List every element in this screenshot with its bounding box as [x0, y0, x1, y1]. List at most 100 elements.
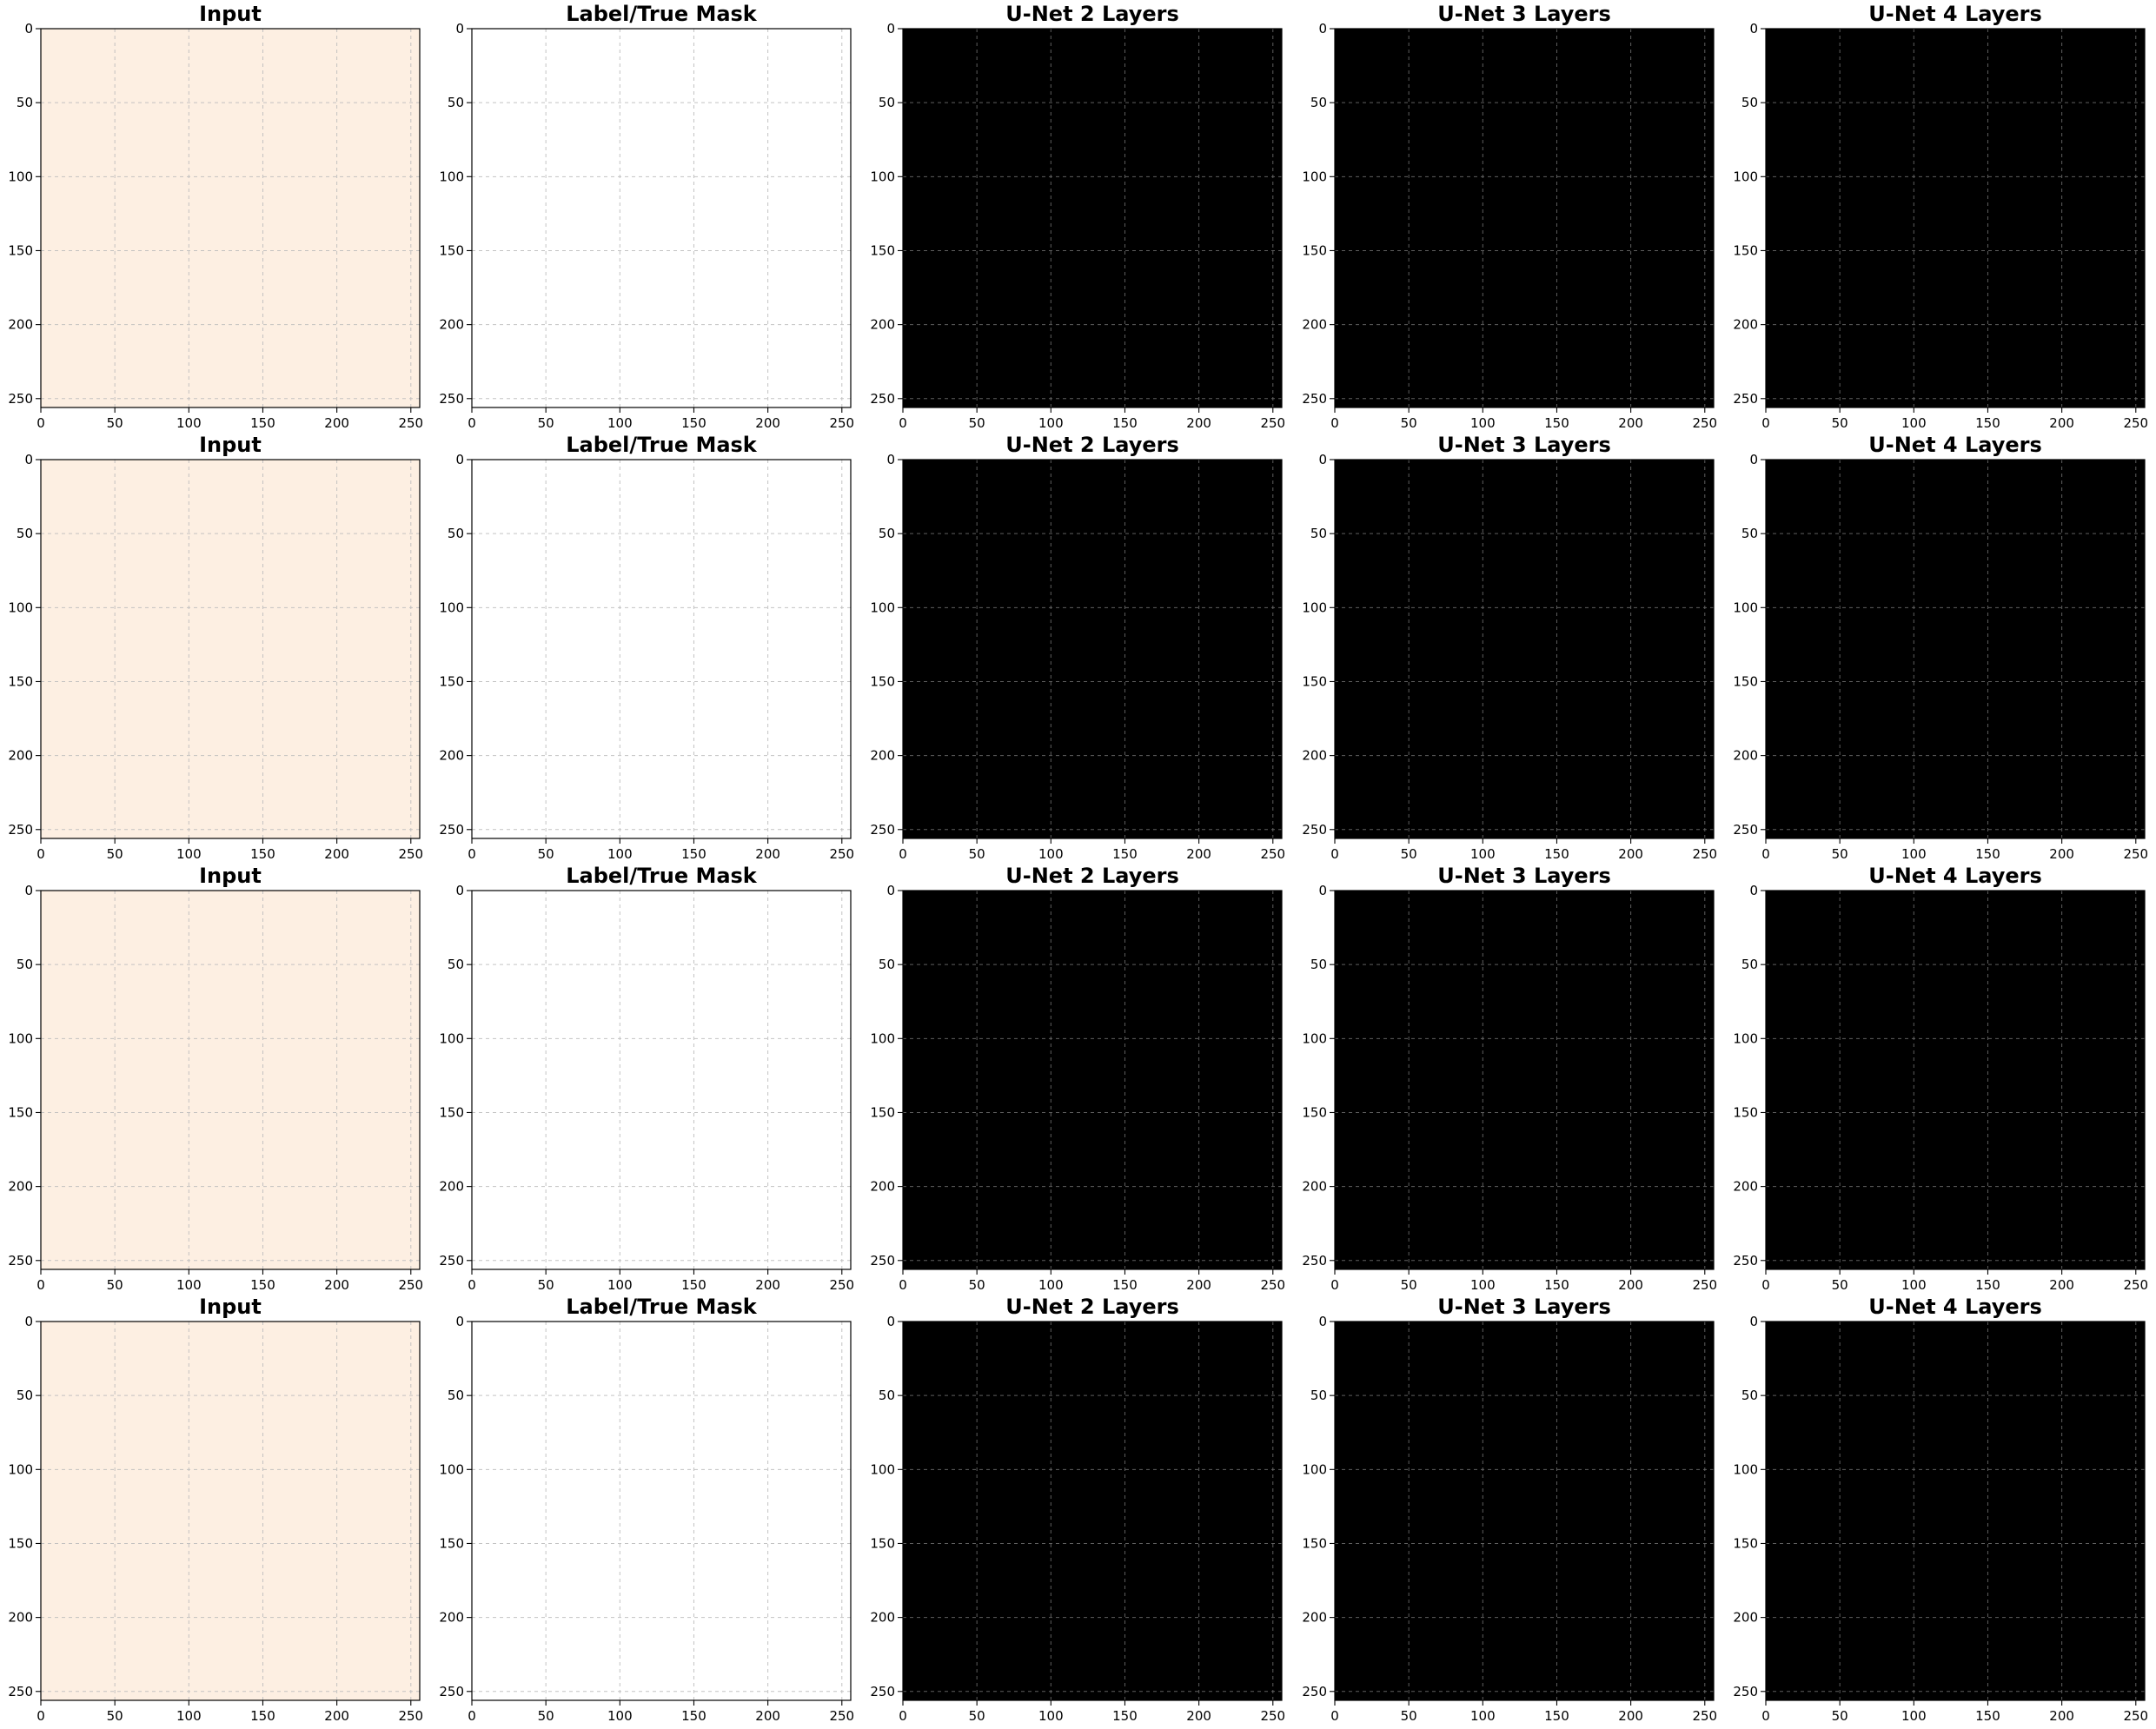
- y-tick-label: 250: [870, 1253, 895, 1269]
- y-tick-label: 100: [870, 1461, 895, 1477]
- y-tick-label: 150: [1733, 673, 1758, 689]
- x-tick-label: 0: [1761, 846, 1770, 862]
- x-tick-label: 0: [468, 1708, 476, 1724]
- x-tick-label: 0: [899, 846, 907, 862]
- y-tick-label: 200: [1733, 748, 1758, 764]
- y-tick-label: 250: [1302, 391, 1327, 407]
- x-tick-label: 250: [1692, 846, 1717, 862]
- x-tick-label: 200: [1186, 846, 1211, 862]
- y-tick-label: 0: [1318, 21, 1327, 36]
- y-tick-label: 250: [870, 822, 895, 838]
- y-tick-label: 100: [1733, 1030, 1758, 1046]
- x-tick-label: 250: [829, 415, 854, 431]
- y-tick-label: 150: [1302, 242, 1327, 258]
- panel-title: Input: [199, 433, 262, 457]
- y-tick-label: 50: [1310, 95, 1327, 110]
- y-tick-label: 200: [1733, 1610, 1758, 1626]
- x-tick-label: 150: [1544, 846, 1569, 862]
- x-tick-label: 150: [681, 846, 707, 862]
- axes-frame: [471, 890, 852, 1270]
- axes-frame: [40, 890, 421, 1270]
- y-tick-label: 100: [8, 169, 33, 184]
- x-tick-label: 150: [250, 1708, 275, 1724]
- y-tick-label: 250: [439, 391, 464, 407]
- axes-frame: [1334, 28, 1715, 408]
- y-tick-label: 100: [8, 600, 33, 615]
- x-tick-label: 250: [1692, 1708, 1717, 1724]
- y-tick-label: 100: [1302, 1461, 1327, 1477]
- y-tick-label: 0: [455, 21, 464, 36]
- x-tick-label: 200: [2049, 1277, 2074, 1293]
- y-tick-label: 150: [1733, 242, 1758, 258]
- axes-frame: [40, 1321, 421, 1701]
- y-tick-label: 200: [1302, 1179, 1327, 1195]
- y-tick-label: 150: [870, 1535, 895, 1551]
- x-tick-label: 100: [607, 846, 633, 862]
- panel-title: Input: [199, 2, 262, 26]
- panel-image: [41, 29, 420, 407]
- axes-frame: [1334, 890, 1715, 1270]
- x-tick-label: 250: [2123, 846, 2148, 862]
- x-tick-label: 100: [1470, 1277, 1496, 1293]
- y-tick-label: 250: [870, 1684, 895, 1699]
- y-tick-label: 0: [1318, 1314, 1327, 1329]
- y-tick-label: 50: [1741, 1388, 1758, 1403]
- x-tick-label: 100: [1470, 1708, 1496, 1724]
- y-tick-label: 250: [439, 822, 464, 838]
- x-tick-label: 200: [1186, 1277, 1211, 1293]
- x-tick-label: 0: [36, 415, 45, 431]
- axes-frame: [40, 459, 421, 839]
- x-tick-label: 50: [969, 1277, 985, 1293]
- x-tick-label: 100: [1038, 1277, 1064, 1293]
- y-tick-label: 250: [1302, 1684, 1327, 1699]
- y-tick-label: 50: [879, 1388, 895, 1403]
- x-tick-label: 50: [538, 1708, 554, 1724]
- x-tick-label: 200: [1186, 1708, 1211, 1724]
- x-tick-label: 200: [324, 415, 349, 431]
- y-tick-label: 50: [1741, 526, 1758, 541]
- y-tick-label: 100: [1733, 1461, 1758, 1477]
- y-tick-label: 0: [455, 1314, 464, 1329]
- x-tick-label: 250: [398, 1708, 423, 1724]
- y-tick-label: 200: [870, 748, 895, 764]
- axes-frame: [902, 890, 1283, 1270]
- panel-title: U-Net 4 Layers: [1868, 2, 2042, 26]
- x-tick-label: 0: [468, 415, 476, 431]
- y-tick-label: 150: [439, 242, 464, 258]
- x-tick-label: 100: [1901, 1708, 1927, 1724]
- y-tick-label: 0: [886, 1314, 895, 1329]
- x-tick-label: 100: [176, 1708, 202, 1724]
- y-tick-label: 100: [439, 600, 464, 615]
- y-tick-label: 200: [439, 1610, 464, 1626]
- x-tick-label: 150: [681, 1277, 707, 1293]
- x-tick-label: 100: [1038, 1708, 1064, 1724]
- axes-frame: [1765, 890, 2146, 1270]
- y-tick-label: 0: [455, 452, 464, 467]
- x-tick-label: 100: [607, 1708, 633, 1724]
- x-tick-label: 50: [969, 846, 985, 862]
- x-tick-label: 50: [1832, 415, 1848, 431]
- y-tick-label: 250: [1733, 822, 1758, 838]
- x-tick-label: 0: [468, 846, 476, 862]
- x-tick-label: 200: [1618, 415, 1643, 431]
- y-tick-label: 0: [24, 1314, 33, 1329]
- x-tick-label: 250: [1260, 846, 1285, 862]
- y-tick-label: 0: [1749, 883, 1758, 898]
- y-tick-label: 100: [8, 1461, 33, 1477]
- panel-row4-col2: Label/True Mask 0 50 100 150 200 250 0 50 100 150 2…: [439, 1295, 854, 1724]
- x-tick-label: 50: [1401, 415, 1417, 431]
- axes-frame: [471, 1321, 852, 1701]
- x-tick-label: 0: [1330, 846, 1339, 862]
- panel-image: [1335, 1322, 1714, 1700]
- y-tick-label: 100: [1302, 600, 1327, 615]
- y-tick-label: 0: [24, 21, 33, 36]
- x-tick-label: 150: [1975, 1708, 2000, 1724]
- x-tick-label: 150: [250, 846, 275, 862]
- x-tick-label: 250: [1260, 1277, 1285, 1293]
